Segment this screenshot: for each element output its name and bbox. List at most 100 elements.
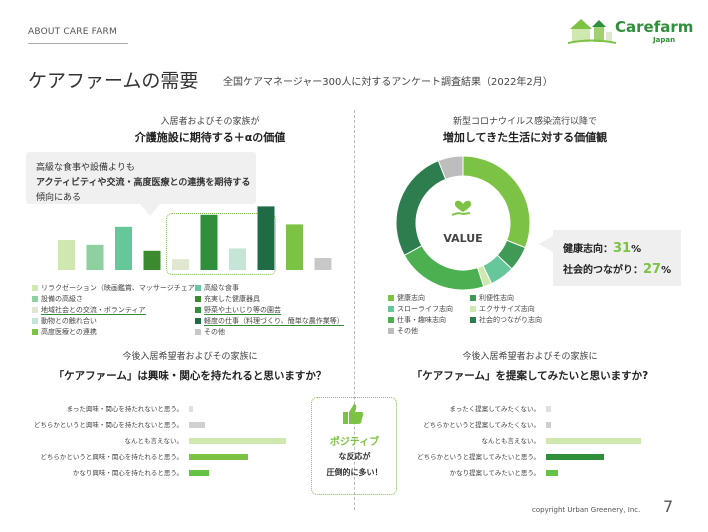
positive-line-2: な反応が bbox=[338, 452, 371, 461]
page-title: ケアファームの需要 bbox=[28, 70, 199, 92]
callout-line-2: アクティビティや交流・高度医療との連携を期待する bbox=[36, 178, 251, 188]
hbar-0-4 bbox=[189, 470, 209, 476]
legend-swatch bbox=[195, 307, 201, 313]
thumbs-up-icon bbox=[343, 404, 364, 424]
left-heading-2: 介護施設に期待する＋αの価値 bbox=[134, 131, 286, 144]
legend-swatch bbox=[470, 295, 476, 301]
donut-legend-item-5: 社会的つながり志向 bbox=[470, 315, 542, 325]
legend-label: 健康志向 bbox=[397, 294, 425, 302]
donut-legend-item-1: 利便性志向 bbox=[470, 293, 514, 303]
hbar-1-1 bbox=[546, 422, 552, 428]
bar-9 bbox=[314, 258, 332, 270]
bar-8 bbox=[286, 224, 303, 270]
legend-label: 仕事・趣味志向 bbox=[397, 316, 446, 324]
legend-label: 動物との触れ合い bbox=[41, 317, 97, 325]
legend-label: 高度医療との連携 bbox=[41, 328, 97, 336]
legend-item-7: 野菜や土いじり等の園芸 bbox=[195, 305, 281, 315]
hbar-1-0 bbox=[546, 406, 552, 412]
page-number: 7 bbox=[663, 497, 674, 516]
logo-sub: Japan bbox=[653, 36, 676, 44]
bottom-left-q2: 「ケアファーム」は興味・関心を持たれると思いますか？ bbox=[53, 370, 327, 382]
legend-label: 野菜や土いじり等の園芸 bbox=[204, 306, 281, 315]
hbar-label-1-1: どちらかというと提案してみたくない。 bbox=[423, 421, 540, 429]
hbar-1-2 bbox=[546, 438, 641, 444]
legend-item-9: その他 bbox=[195, 327, 225, 337]
legend-swatch bbox=[470, 317, 476, 323]
left-heading-1: 入居者およびその家族が bbox=[160, 117, 260, 127]
legend-swatch bbox=[32, 318, 38, 324]
bar-2 bbox=[115, 226, 132, 270]
bar-3 bbox=[143, 250, 161, 270]
expectation-bar-chart bbox=[58, 206, 332, 270]
donut-legend-item-4: 仕事・趣味志向 bbox=[388, 315, 446, 325]
hbar-0-2 bbox=[189, 438, 287, 444]
legend-swatch bbox=[32, 285, 38, 291]
positive-line-3: 圧倒的に多い！ bbox=[326, 468, 383, 477]
legend-swatch bbox=[388, 306, 394, 312]
legend-label: 充実した健康器具 bbox=[204, 295, 260, 303]
hbar-label-0-2: なんとも言えない。 bbox=[124, 437, 184, 445]
donut-legend-item-3: エクササイズ志向 bbox=[470, 304, 535, 314]
legend-label: その他 bbox=[397, 327, 418, 335]
legend-label: 軽度の仕事（料理づくり、簡単な農作業等） bbox=[204, 317, 344, 326]
legend-label: 設備の高級さ bbox=[41, 295, 83, 303]
legend-swatch bbox=[32, 307, 38, 313]
legend-swatch bbox=[195, 329, 201, 335]
hbar-1-3 bbox=[546, 454, 604, 460]
legend-label: 地域社会との交流・ボランティア bbox=[41, 306, 146, 315]
legend-label: 高級な食事 bbox=[204, 284, 239, 292]
legend-item-4: 高度医療との連携 bbox=[32, 327, 97, 337]
stat-box-tail bbox=[539, 236, 553, 252]
positive-title: ポジティブ bbox=[329, 437, 380, 448]
hbar-label-0-3: どちらかというと興味・関心を持たれると思う。 bbox=[40, 453, 183, 461]
callout-line-1: 高級な食事や設備よりも bbox=[36, 163, 135, 173]
legend-swatch bbox=[32, 296, 38, 302]
callout-tail bbox=[140, 204, 160, 216]
stat-social: 社会的つながり：27% bbox=[563, 262, 672, 277]
legend-label: その他 bbox=[204, 328, 225, 336]
copyright: copyright Urban Greenery, Inc. bbox=[532, 506, 641, 514]
legend-item-6: 充実した健康器具 bbox=[195, 294, 260, 304]
donut-slice-6 bbox=[437, 155, 464, 180]
bar-7 bbox=[257, 206, 275, 270]
hbar-label-1-2: なんとも言えない。 bbox=[481, 437, 541, 445]
hbar-0-3 bbox=[189, 454, 249, 460]
donut-center-label: VALUE bbox=[443, 232, 483, 245]
callout-box bbox=[26, 152, 256, 204]
legend-label: スローライフ志向 bbox=[397, 305, 453, 313]
hbar-0-0 bbox=[189, 406, 193, 412]
hbar-label-1-3: どちらかというと提案してみたいと思う。 bbox=[417, 453, 540, 461]
legend-item-3: 動物との触れ合い bbox=[32, 316, 97, 326]
hbar-label-0-4: かなり興味・関心を持たれると思う。 bbox=[72, 469, 183, 477]
heart-hand-icon bbox=[451, 200, 472, 216]
legend-item-0: リラクゼーション（映画鑑賞、マッサージチェア） bbox=[32, 283, 202, 293]
legend-swatch bbox=[195, 318, 201, 324]
bar-5 bbox=[200, 214, 218, 270]
bar-4 bbox=[172, 259, 189, 270]
highlight-box bbox=[166, 213, 276, 275]
section-underline bbox=[28, 43, 128, 44]
right-heading-2: 増加してきた生活に対する価値観 bbox=[442, 131, 608, 144]
donut-legend-item-2: スローライフ志向 bbox=[388, 304, 453, 314]
section-label: ABOUT CARE FARM bbox=[28, 27, 117, 37]
bottom-right-q1: 今後入居希望者およびその家族に bbox=[462, 352, 598, 362]
callout-line-3: 傾向にある bbox=[36, 193, 82, 203]
stat-health: 健康志向：31% bbox=[563, 241, 642, 256]
bottom-left-q1: 今後入居希望者およびその家族に bbox=[122, 352, 258, 362]
donut-slice-4 bbox=[403, 244, 485, 291]
donut-legend-item-6: その他 bbox=[388, 326, 418, 336]
legend-swatch bbox=[388, 328, 394, 334]
bottom-right-q2: 「ケアファーム」を提案してみたいと思いますか? bbox=[411, 370, 649, 382]
donut-legend-item-0: 健康志向 bbox=[388, 293, 425, 303]
legend-swatch bbox=[470, 306, 476, 312]
bar-6 bbox=[229, 248, 246, 270]
bar-1 bbox=[86, 244, 104, 270]
legend-swatch bbox=[195, 285, 201, 291]
bar-0 bbox=[58, 240, 75, 270]
hbar-0-1 bbox=[189, 422, 206, 428]
positive-box bbox=[311, 397, 397, 495]
legend-swatch bbox=[195, 296, 201, 302]
legend-swatch bbox=[388, 317, 394, 323]
legend-item-8: 軽度の仕事（料理づくり、簡単な農作業等） bbox=[195, 316, 344, 326]
legend-swatch bbox=[32, 329, 38, 335]
